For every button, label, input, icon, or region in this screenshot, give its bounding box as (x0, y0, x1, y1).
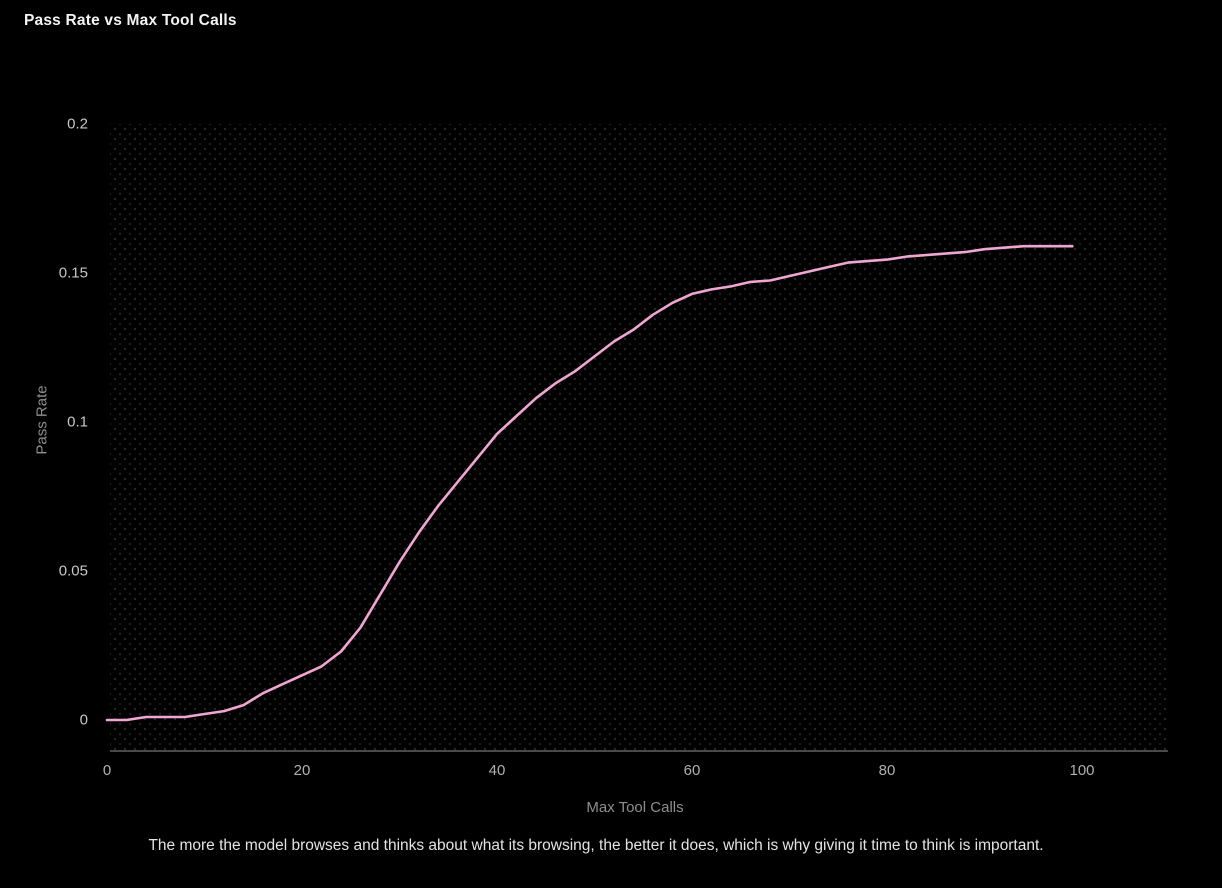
y-tick-label: 0.2 (67, 115, 88, 133)
chart-caption: The more the model browses and thinks ab… (148, 837, 1044, 854)
y-tick-label: 0.15 (58, 264, 88, 282)
x-tick-label: 100 (1069, 762, 1095, 779)
y-axis-title: Pass Rate (33, 385, 51, 455)
x-tick-label: 60 (683, 762, 701, 779)
y-tick-label: 0 (79, 711, 88, 729)
x-tick-label: 80 (878, 762, 896, 779)
y-tick-label: 0.05 (58, 562, 88, 580)
x-axis-title: Max Tool Calls (586, 799, 684, 816)
x-tick-label: 0 (102, 762, 112, 779)
y-tick-label: 0.1 (67, 413, 88, 431)
chart-title: Pass Rate vs Max Tool Calls (24, 12, 237, 29)
x-tick-label: 20 (293, 762, 311, 779)
x-tick-label: 40 (488, 762, 506, 779)
plot-area (110, 124, 1168, 752)
